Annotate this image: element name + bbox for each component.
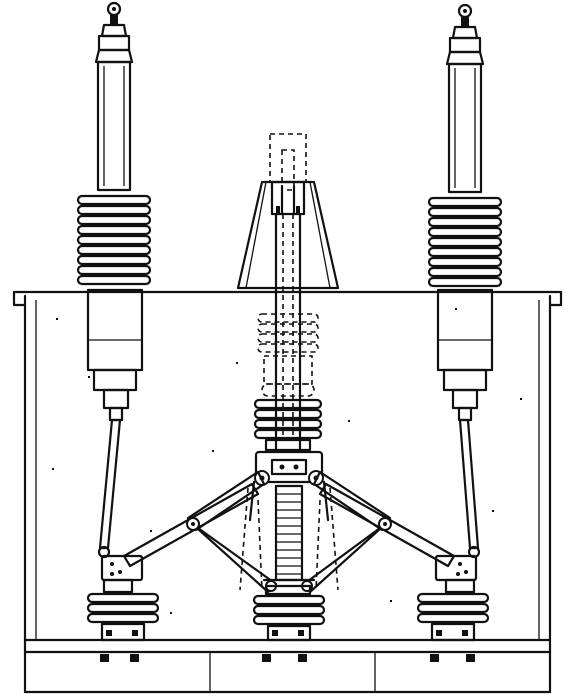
right-bushing-sheds (429, 198, 501, 286)
center-contact-assembly (254, 586, 324, 640)
toggle-linkage (124, 472, 454, 592)
right-bushing (429, 5, 501, 420)
right-contact-assembly (418, 420, 488, 640)
left-bushing-sheds (78, 196, 150, 284)
center-spring (240, 486, 338, 590)
left-bushing (78, 3, 150, 420)
tank (14, 292, 561, 692)
raised-contact-stack-dashed (258, 314, 318, 396)
center-upper-stack (255, 400, 321, 450)
left-contact-assembly (88, 420, 158, 640)
